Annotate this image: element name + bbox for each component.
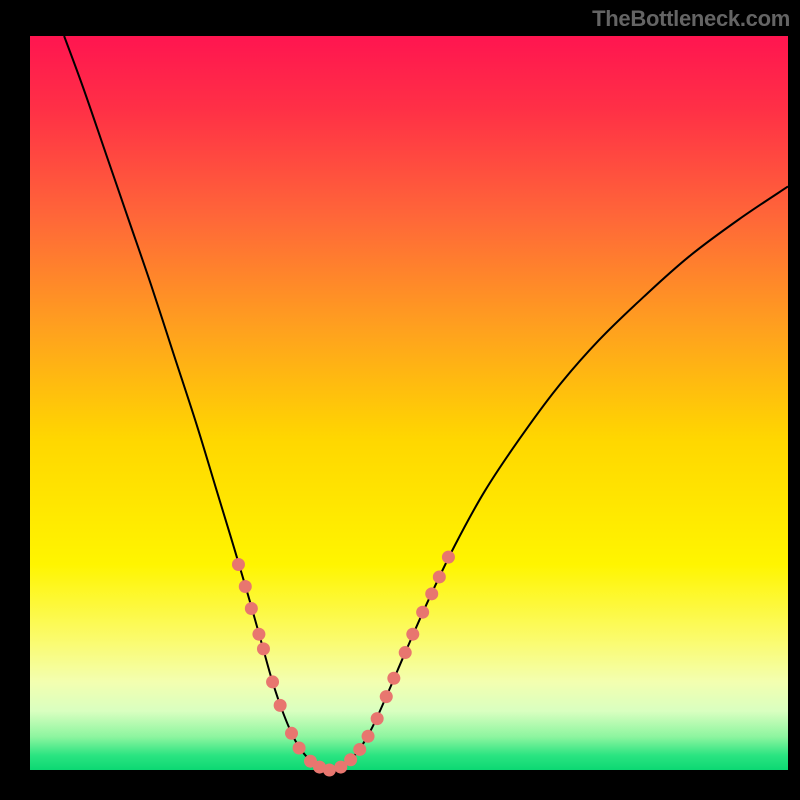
data-marker <box>252 628 265 641</box>
data-marker <box>416 606 429 619</box>
chart-frame <box>0 0 800 800</box>
chart-svg <box>0 0 800 800</box>
data-marker <box>371 712 384 725</box>
data-marker <box>442 551 455 564</box>
data-marker <box>323 764 336 777</box>
data-marker <box>387 672 400 685</box>
plot-background <box>30 36 788 770</box>
data-marker <box>353 743 366 756</box>
watermark-text: TheBottleneck.com <box>592 6 790 32</box>
data-marker <box>425 587 438 600</box>
data-marker <box>362 730 375 743</box>
data-marker <box>399 646 412 659</box>
data-marker <box>344 753 357 766</box>
data-marker <box>232 558 245 571</box>
data-marker <box>293 741 306 754</box>
data-marker <box>266 675 279 688</box>
data-marker <box>257 642 270 655</box>
data-marker <box>380 690 393 703</box>
data-marker <box>245 602 258 615</box>
data-marker <box>406 628 419 641</box>
data-marker <box>274 699 287 712</box>
data-marker <box>239 580 252 593</box>
data-marker <box>433 570 446 583</box>
data-marker <box>285 727 298 740</box>
